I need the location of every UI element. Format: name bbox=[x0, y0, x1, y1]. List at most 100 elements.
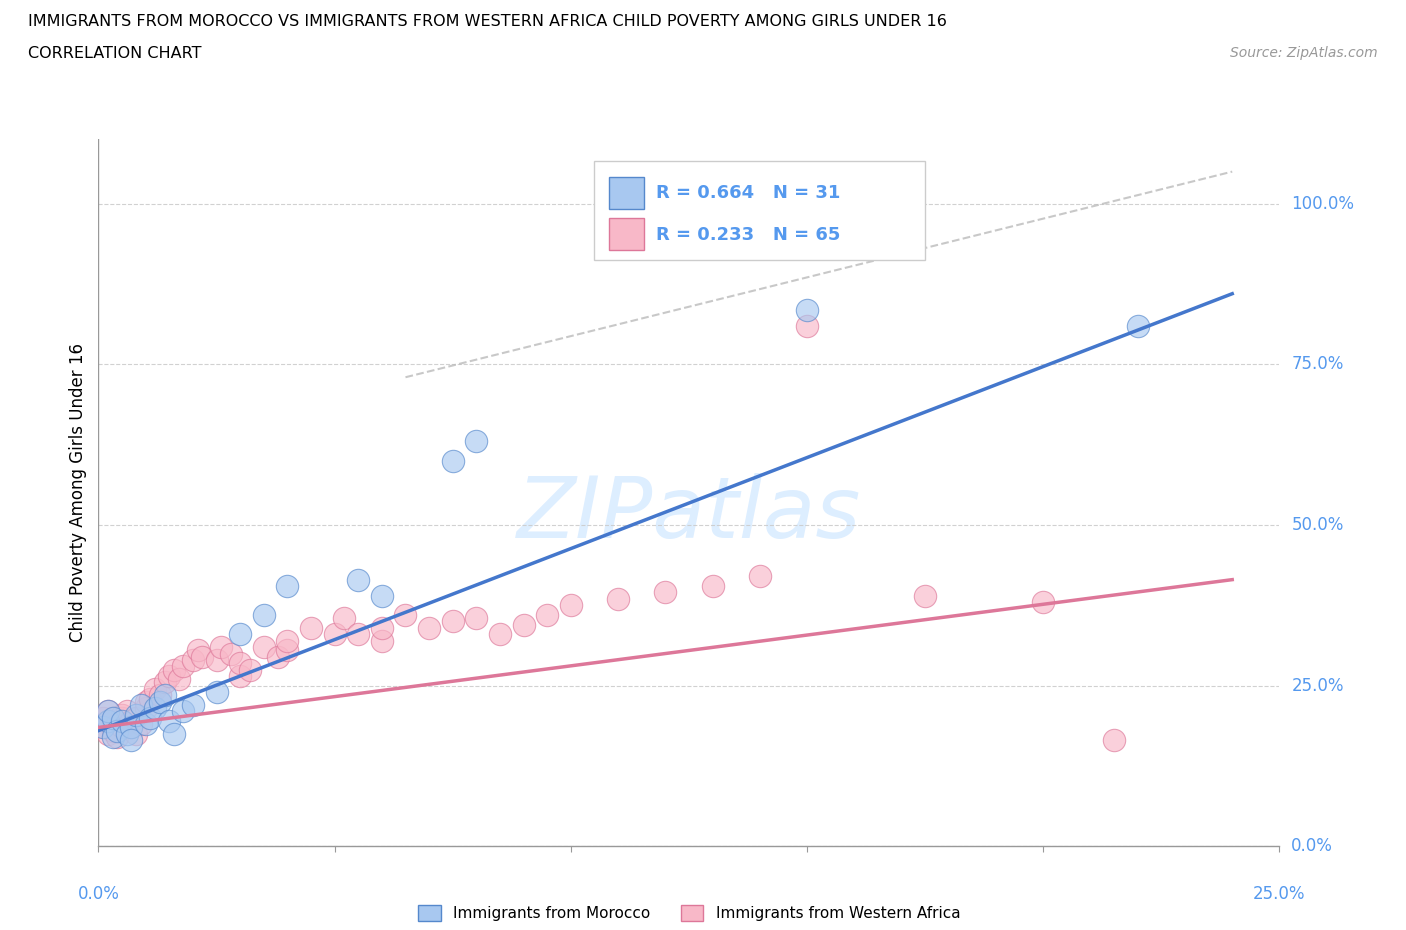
Point bbox=[253, 640, 276, 655]
Point bbox=[111, 720, 134, 735]
Point bbox=[97, 713, 120, 728]
Point bbox=[371, 633, 394, 648]
Point bbox=[149, 695, 172, 710]
Point bbox=[371, 620, 394, 635]
Point bbox=[748, 569, 770, 584]
Point bbox=[135, 695, 157, 710]
Point bbox=[394, 607, 416, 622]
Point bbox=[97, 726, 120, 741]
Point bbox=[465, 434, 488, 449]
Point bbox=[111, 707, 134, 722]
Text: 100.0%: 100.0% bbox=[1291, 194, 1354, 213]
Point bbox=[105, 724, 128, 738]
Point bbox=[276, 578, 298, 593]
Text: R = 0.233   N = 65: R = 0.233 N = 65 bbox=[655, 226, 841, 244]
Point bbox=[253, 607, 276, 622]
Point bbox=[418, 620, 440, 635]
Text: 75.0%: 75.0% bbox=[1291, 355, 1344, 373]
FancyBboxPatch shape bbox=[595, 161, 925, 259]
Point bbox=[129, 717, 152, 732]
Text: R = 0.664   N = 31: R = 0.664 N = 31 bbox=[655, 183, 841, 202]
Point bbox=[181, 698, 204, 712]
Legend: Immigrants from Morocco, Immigrants from Western Africa: Immigrants from Morocco, Immigrants from… bbox=[412, 899, 966, 927]
Point bbox=[115, 717, 138, 732]
Point bbox=[153, 675, 176, 690]
Point bbox=[267, 649, 290, 664]
Point bbox=[111, 713, 134, 728]
Point bbox=[172, 659, 194, 674]
Point bbox=[125, 711, 148, 725]
Text: 25.0%: 25.0% bbox=[1253, 884, 1306, 903]
Point bbox=[441, 614, 464, 629]
Point bbox=[205, 653, 228, 668]
Point bbox=[97, 713, 120, 728]
Point bbox=[121, 720, 143, 735]
Point bbox=[209, 640, 232, 655]
Point bbox=[333, 611, 356, 626]
Point bbox=[115, 726, 138, 741]
Point bbox=[105, 717, 128, 732]
Point bbox=[163, 662, 186, 677]
Point bbox=[153, 688, 176, 703]
Point bbox=[139, 711, 162, 725]
Point bbox=[702, 578, 724, 593]
Text: ZIPatlas: ZIPatlas bbox=[517, 472, 860, 555]
Point bbox=[914, 589, 936, 604]
Point bbox=[143, 682, 166, 697]
Point bbox=[143, 700, 166, 715]
Point bbox=[229, 669, 252, 684]
Point bbox=[135, 700, 157, 715]
Point bbox=[163, 726, 186, 741]
Text: Source: ZipAtlas.com: Source: ZipAtlas.com bbox=[1230, 46, 1378, 60]
Point bbox=[654, 585, 676, 600]
Point bbox=[187, 643, 209, 658]
Point bbox=[91, 711, 114, 725]
Point bbox=[121, 713, 143, 728]
Point bbox=[276, 633, 298, 648]
FancyBboxPatch shape bbox=[609, 218, 644, 250]
Point bbox=[91, 720, 114, 735]
Point bbox=[121, 733, 143, 748]
Point bbox=[239, 662, 262, 677]
Point bbox=[139, 691, 162, 706]
Point bbox=[101, 711, 124, 725]
Point bbox=[371, 589, 394, 604]
Point bbox=[125, 707, 148, 722]
Point bbox=[121, 720, 143, 735]
Point bbox=[111, 711, 134, 725]
Text: 25.0%: 25.0% bbox=[1291, 677, 1344, 695]
Point bbox=[101, 724, 124, 738]
Text: 0.0%: 0.0% bbox=[1291, 837, 1333, 856]
Point bbox=[91, 720, 114, 735]
Text: CORRELATION CHART: CORRELATION CHART bbox=[28, 46, 201, 61]
Text: 50.0%: 50.0% bbox=[1291, 516, 1344, 534]
Point bbox=[347, 572, 370, 587]
Point bbox=[205, 684, 228, 699]
Point bbox=[489, 627, 512, 642]
Point bbox=[125, 726, 148, 741]
FancyBboxPatch shape bbox=[609, 177, 644, 208]
Point bbox=[129, 698, 152, 712]
Y-axis label: Child Poverty Among Girls Under 16: Child Poverty Among Girls Under 16 bbox=[69, 343, 87, 643]
Point bbox=[97, 704, 120, 719]
Point bbox=[1102, 733, 1125, 748]
Point bbox=[105, 730, 128, 745]
Point bbox=[149, 688, 172, 703]
Point bbox=[167, 671, 190, 686]
Point bbox=[157, 669, 180, 684]
Point bbox=[101, 711, 124, 725]
Point bbox=[101, 730, 124, 745]
Point bbox=[135, 717, 157, 732]
Text: IMMIGRANTS FROM MOROCCO VS IMMIGRANTS FROM WESTERN AFRICA CHILD POVERTY AMONG GI: IMMIGRANTS FROM MOROCCO VS IMMIGRANTS FR… bbox=[28, 14, 948, 29]
Point bbox=[229, 656, 252, 671]
Point bbox=[796, 318, 818, 333]
Point bbox=[441, 453, 464, 468]
Point bbox=[560, 598, 582, 613]
Point bbox=[1032, 594, 1054, 609]
Text: 0.0%: 0.0% bbox=[77, 884, 120, 903]
Point bbox=[115, 704, 138, 719]
Point bbox=[536, 607, 558, 622]
Point bbox=[97, 704, 120, 719]
Point bbox=[101, 713, 124, 728]
Point bbox=[347, 627, 370, 642]
